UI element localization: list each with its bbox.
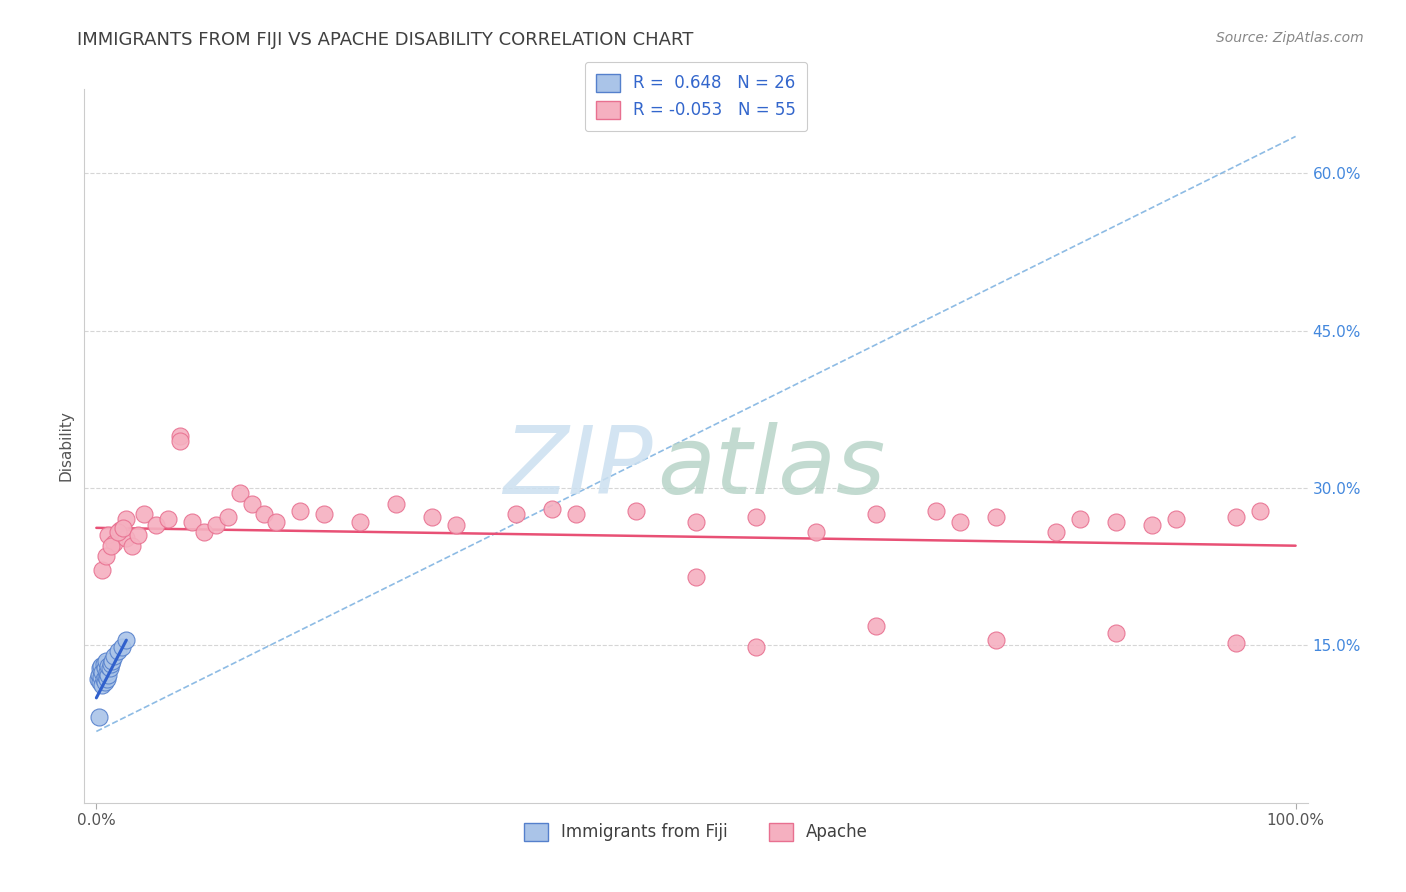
Point (87, 710, 110, 724)
Legend: Immigrants from Fiji, Apache: Immigrants from Fiji, Apache (517, 816, 875, 848)
Point (385, 497, 408, 511)
Point (97, 667, 120, 681)
Point (86, 672, 108, 686)
Point (685, 570, 707, 584)
Point (94, 549, 117, 564)
Point (1225, 636, 1247, 650)
Point (624, 504, 647, 518)
Point (1249, 504, 1271, 518)
Point (115, 532, 138, 546)
Point (505, 507, 527, 521)
Text: Source: ZipAtlas.com: Source: ZipAtlas.com (1216, 31, 1364, 45)
Point (89, 675, 111, 690)
Point (565, 507, 588, 521)
Point (349, 515, 371, 529)
Point (97, 528, 120, 542)
Point (96, 665, 118, 679)
Point (925, 504, 948, 518)
Point (157, 512, 180, 526)
Point (127, 528, 149, 542)
Point (107, 643, 129, 657)
Point (93, 661, 117, 675)
Point (240, 497, 263, 511)
Point (264, 515, 287, 529)
Point (91, 678, 114, 692)
Point (134, 507, 156, 521)
Point (90, 659, 112, 673)
Point (93, 675, 117, 690)
Point (111, 521, 134, 535)
Point (205, 517, 228, 532)
Point (93, 657, 115, 672)
Point (1164, 512, 1187, 526)
Y-axis label: Disability: Disability (58, 410, 73, 482)
Point (93, 672, 115, 686)
Point (145, 517, 167, 532)
Point (169, 434, 191, 448)
Point (87, 667, 110, 681)
Point (745, 510, 768, 524)
Point (181, 515, 204, 529)
Point (314, 507, 336, 521)
Point (91, 665, 114, 679)
Point (865, 507, 887, 521)
Point (229, 486, 252, 500)
Point (94, 670, 117, 684)
Point (1225, 510, 1247, 524)
Point (290, 504, 312, 518)
Point (984, 510, 1007, 524)
Text: ZIP: ZIP (503, 422, 654, 513)
Point (98, 661, 121, 675)
Point (91, 563, 114, 577)
Point (1105, 515, 1128, 529)
Point (420, 510, 443, 524)
Point (110, 523, 132, 537)
Point (217, 510, 239, 524)
Point (89, 661, 111, 675)
Point (100, 539, 122, 553)
Point (100, 657, 122, 672)
Point (253, 507, 276, 521)
Point (984, 633, 1007, 648)
Point (121, 539, 143, 553)
Point (107, 524, 129, 539)
Point (193, 524, 215, 539)
Point (541, 502, 564, 516)
Point (1045, 524, 1067, 539)
Point (1140, 517, 1163, 532)
Point (90, 670, 112, 684)
Point (97, 659, 120, 673)
Point (804, 524, 827, 539)
Point (101, 654, 124, 668)
Point (865, 619, 887, 633)
Point (110, 640, 132, 655)
Point (103, 648, 125, 663)
Point (115, 633, 138, 648)
Point (96, 672, 118, 686)
Text: atlas: atlas (657, 422, 884, 513)
Point (103, 535, 125, 549)
Point (115, 512, 138, 526)
Point (94, 654, 117, 668)
Point (745, 640, 768, 655)
Point (1105, 625, 1128, 640)
Text: IMMIGRANTS FROM FIJI VS APACHE DISABILITY CORRELATION CHART: IMMIGRANTS FROM FIJI VS APACHE DISABILIT… (77, 31, 693, 49)
Point (685, 515, 707, 529)
Point (169, 428, 191, 442)
Point (1069, 512, 1091, 526)
Point (444, 517, 467, 532)
Point (949, 515, 972, 529)
